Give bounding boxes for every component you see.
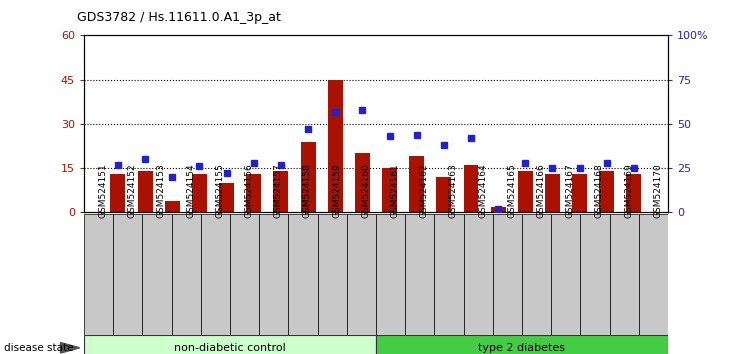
Bar	[610, 214, 639, 335]
Bar	[410, 156, 424, 212]
Bar	[347, 214, 376, 335]
Text: GSM524153: GSM524153	[157, 163, 166, 218]
Bar	[355, 153, 370, 212]
Text: GSM524155: GSM524155	[215, 163, 224, 218]
Bar	[259, 214, 288, 335]
Text: GSM524165: GSM524165	[507, 163, 516, 218]
Bar	[382, 168, 397, 212]
Bar	[138, 171, 153, 212]
Bar	[376, 335, 668, 354]
Bar	[545, 174, 560, 212]
Text: GSM524167: GSM524167	[566, 163, 575, 218]
Bar	[288, 214, 318, 335]
Polygon shape	[61, 343, 80, 353]
Bar	[328, 80, 342, 212]
Bar	[84, 335, 376, 354]
Text: type 2 diabetes: type 2 diabetes	[478, 343, 566, 353]
Bar	[110, 174, 126, 212]
Text: GSM524151: GSM524151	[99, 163, 107, 218]
Bar	[165, 201, 180, 212]
Text: GSM524154: GSM524154	[186, 163, 195, 218]
Bar	[301, 142, 315, 212]
Bar	[84, 214, 113, 335]
Text: GSM524159: GSM524159	[332, 163, 341, 218]
Bar	[246, 174, 261, 212]
Bar	[318, 214, 347, 335]
Bar	[580, 214, 610, 335]
Bar	[142, 214, 172, 335]
Bar	[464, 165, 478, 212]
Bar	[437, 177, 451, 212]
Text: GSM524163: GSM524163	[449, 163, 458, 218]
Bar	[491, 206, 506, 212]
Text: GSM524169: GSM524169	[624, 163, 633, 218]
Bar	[230, 214, 259, 335]
Bar	[192, 174, 207, 212]
Bar	[376, 214, 405, 335]
Text: GSM524170: GSM524170	[653, 163, 662, 218]
Bar	[464, 214, 493, 335]
Text: non-diabetic control: non-diabetic control	[174, 343, 286, 353]
Bar	[522, 214, 551, 335]
Text: GSM524164: GSM524164	[478, 163, 487, 218]
Text: GSM524152: GSM524152	[128, 163, 137, 218]
Bar	[639, 214, 668, 335]
Bar	[201, 214, 230, 335]
Bar	[518, 171, 533, 212]
Text: GSM524157: GSM524157	[274, 163, 283, 218]
Bar	[434, 214, 464, 335]
Text: GDS3782 / Hs.11611.0.A1_3p_at: GDS3782 / Hs.11611.0.A1_3p_at	[77, 11, 280, 24]
Text: GSM524162: GSM524162	[420, 163, 429, 218]
Bar	[551, 214, 580, 335]
Bar	[493, 214, 522, 335]
Bar	[626, 174, 642, 212]
Bar	[274, 171, 288, 212]
Bar	[405, 214, 434, 335]
Bar	[172, 214, 201, 335]
Text: disease state: disease state	[4, 343, 73, 353]
Bar	[572, 174, 587, 212]
Text: GSM524161: GSM524161	[391, 163, 399, 218]
Text: GSM524160: GSM524160	[361, 163, 370, 218]
Bar	[599, 171, 614, 212]
Text: GSM524166: GSM524166	[537, 163, 545, 218]
Text: GSM524156: GSM524156	[245, 163, 253, 218]
Text: GSM524168: GSM524168	[595, 163, 604, 218]
Text: GSM524158: GSM524158	[303, 163, 312, 218]
Bar	[113, 214, 142, 335]
Bar	[219, 183, 234, 212]
